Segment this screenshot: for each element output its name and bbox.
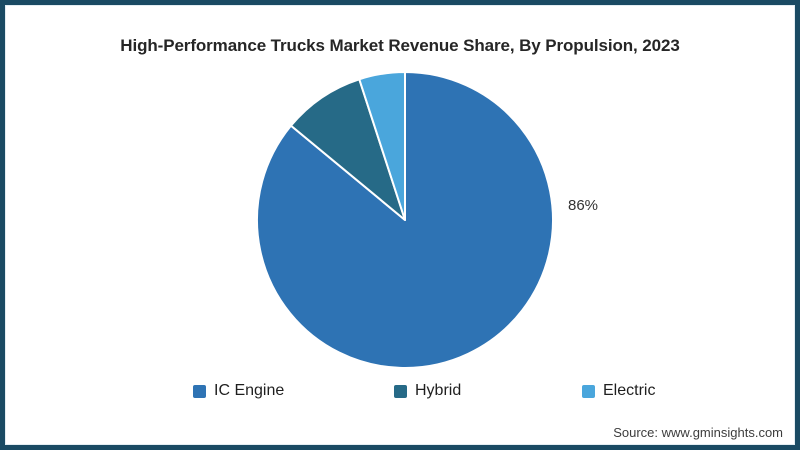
legend-label-ic-engine: IC Engine — [214, 382, 285, 399]
pie-slice-hybrid[interactable] — [289, 78, 406, 221]
legend-item-electric[interactable]: Electric — [582, 382, 655, 400]
source-attribution: Source: www.gminsights.com — [613, 425, 783, 440]
legend-label-electric: Electric — [603, 382, 656, 399]
legend-swatch-ic-engine — [193, 384, 206, 398]
legend-swatch-hybrid — [394, 384, 407, 398]
pie-slice-electric[interactable] — [358, 71, 406, 221]
legend: IC Engine Hybrid Electric — [5, 5, 795, 445]
pie-svg — [255, 71, 554, 369]
legend-item-ic-engine[interactable]: IC Engine — [193, 382, 284, 400]
pie-data-label-ic-engine: 86% — [568, 197, 599, 214]
legend-swatch-electric — [582, 384, 595, 398]
pie-chart — [254, 69, 556, 371]
chart-title: High-Performance Trucks Market Revenue S… — [120, 36, 680, 55]
legend-label-hybrid: Hybrid — [415, 382, 462, 399]
legend-item-hybrid[interactable]: Hybrid — [394, 382, 461, 400]
